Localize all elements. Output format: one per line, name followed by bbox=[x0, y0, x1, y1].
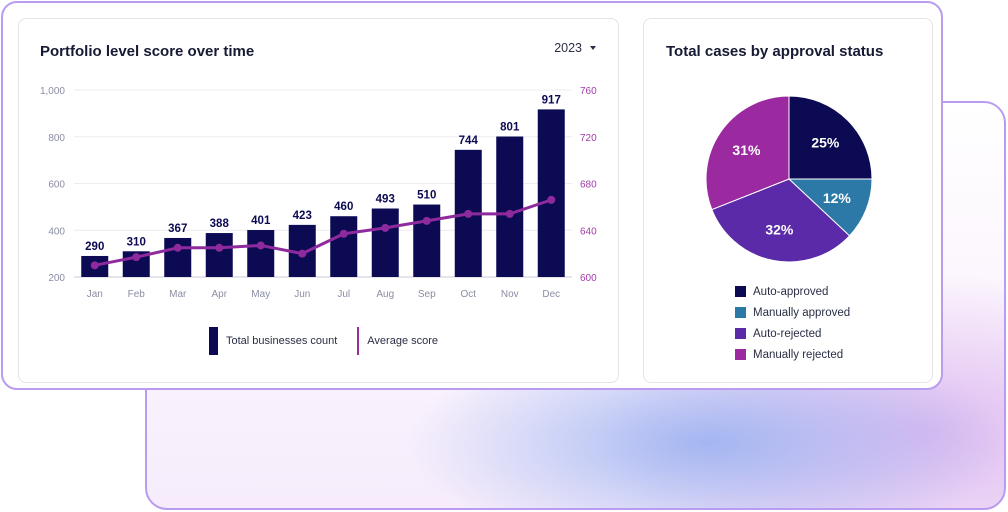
x-tick-label: Dec bbox=[542, 289, 560, 300]
y-tick-label-right: 760 bbox=[580, 86, 597, 97]
legend-swatch-bars bbox=[209, 327, 218, 355]
bar-value-label: 290 bbox=[85, 241, 104, 253]
pie-legend-swatch bbox=[735, 307, 746, 318]
bar-value-label: 388 bbox=[210, 218, 230, 230]
x-tick-label: Mar bbox=[169, 289, 187, 300]
x-tick-label: Jun bbox=[294, 289, 310, 300]
pie-legend-label: Auto-rejected bbox=[753, 327, 822, 340]
pie-container: 25% 12% 32% 31% bbox=[704, 94, 874, 264]
y-tick-label-right: 720 bbox=[580, 133, 597, 144]
y-tick-label-right: 640 bbox=[580, 226, 597, 237]
bar-value-label: 423 bbox=[293, 210, 312, 222]
bar-value-label: 310 bbox=[127, 236, 146, 248]
pie-legend-label: Manually approved bbox=[753, 306, 851, 319]
x-tick-label: Sep bbox=[418, 289, 436, 300]
pie-legend-label: Auto-approved bbox=[753, 285, 829, 298]
pie-legend-item: Auto-approved bbox=[735, 281, 850, 302]
pie-slice-label: 31% bbox=[732, 142, 761, 158]
bar bbox=[205, 233, 233, 277]
average-score-line bbox=[94, 198, 552, 267]
x-tick-label: Jan bbox=[87, 289, 103, 300]
bar-value-label: 401 bbox=[251, 215, 271, 227]
average-score-point bbox=[547, 195, 556, 204]
average-score-point bbox=[256, 241, 265, 250]
x-tick-label: Nov bbox=[501, 289, 519, 300]
bar bbox=[413, 204, 441, 277]
chart-legend: Total businesses count Average score bbox=[209, 327, 438, 355]
average-score-point bbox=[132, 253, 141, 262]
bar-value-label: 367 bbox=[168, 223, 187, 235]
y-tick-label-right: 600 bbox=[580, 273, 597, 284]
bar bbox=[496, 136, 524, 277]
pie-legend-item: Manually rejected bbox=[735, 344, 850, 365]
x-tick-label: Aug bbox=[376, 289, 394, 300]
pie-slice bbox=[787, 178, 873, 237]
pie-slice bbox=[711, 178, 851, 263]
pie-slice bbox=[788, 95, 873, 180]
pie-legend-item: Auto-rejected bbox=[735, 323, 850, 344]
bar bbox=[330, 216, 358, 277]
bar-value-label: 493 bbox=[376, 194, 395, 206]
pie-legend-label: Manually rejected bbox=[753, 348, 844, 361]
legend-item-line: Average score bbox=[357, 327, 438, 355]
portfolio-score-title: Portfolio level score over time bbox=[40, 43, 255, 60]
average-score-point bbox=[505, 209, 514, 218]
y-tick-label-left: 600 bbox=[48, 180, 65, 191]
y-tick-label-right: 680 bbox=[580, 180, 597, 191]
average-score-point bbox=[173, 243, 182, 252]
year-select[interactable]: 2023 bbox=[554, 41, 596, 55]
legend-label-bars: Total businesses count bbox=[226, 335, 338, 347]
average-score-point bbox=[90, 261, 99, 270]
bar bbox=[247, 230, 275, 277]
pie-legend-swatch bbox=[735, 328, 746, 339]
bar-value-label: 460 bbox=[334, 201, 353, 213]
average-score-point bbox=[339, 229, 348, 238]
pie-legend-swatch bbox=[735, 349, 746, 360]
dashboard-frame: Portfolio level score over time 2023 1,0… bbox=[1, 1, 943, 390]
bar-value-label: 801 bbox=[500, 122, 520, 134]
y-tick-label-left: 800 bbox=[48, 133, 65, 144]
portfolio-score-card: Portfolio level score over time 2023 1,0… bbox=[18, 18, 619, 383]
average-score-point bbox=[464, 209, 473, 218]
approval-pie-chart: 25% 12% 32% 31% bbox=[705, 95, 873, 263]
bar-value-label: 510 bbox=[417, 190, 436, 202]
approval-status-card: Total cases by approval status 25% 12% 32%… bbox=[643, 18, 933, 383]
approval-status-title: Total cases by approval status bbox=[666, 43, 884, 60]
chevron-down-icon bbox=[590, 46, 596, 50]
pie-legend-swatch bbox=[735, 286, 746, 297]
average-score-point bbox=[422, 216, 431, 225]
x-tick-label: Oct bbox=[460, 289, 476, 300]
average-score-point bbox=[381, 223, 390, 232]
pie-slice-label: 32% bbox=[765, 222, 794, 238]
bar-value-label: 744 bbox=[459, 135, 479, 147]
x-tick-label: Apr bbox=[211, 289, 227, 300]
pie-slice-label: 12% bbox=[823, 190, 852, 206]
average-score-point bbox=[215, 243, 224, 252]
legend-swatch-line bbox=[357, 327, 360, 355]
pie-slice bbox=[705, 95, 790, 211]
legend-item-bars: Total businesses count bbox=[209, 327, 337, 355]
bar-value-label: 917 bbox=[542, 94, 561, 106]
bar bbox=[371, 208, 399, 277]
pie-legend: Auto-approved Manually approved Auto-rej… bbox=[735, 281, 850, 365]
grid-lines bbox=[74, 89, 572, 278]
average-score-point bbox=[298, 249, 307, 258]
y-tick-label-left: 1,000 bbox=[40, 86, 65, 97]
y-tick-label-left: 200 bbox=[48, 273, 65, 284]
portfolio-combo-chart: 1,000 800 600 400 200 760 720 680 640 600 290 Jan 31… bbox=[40, 86, 597, 300]
x-tick-label: Feb bbox=[128, 289, 146, 300]
pie-slice-label: 25% bbox=[811, 135, 840, 151]
bar bbox=[537, 109, 565, 278]
pie-legend-item: Manually approved bbox=[735, 302, 850, 323]
year-select-value: 2023 bbox=[554, 41, 582, 55]
x-tick-label: Jul bbox=[337, 289, 350, 300]
x-tick-label: May bbox=[251, 289, 270, 300]
y-tick-label-left: 400 bbox=[48, 226, 65, 237]
legend-label-line: Average score bbox=[367, 335, 439, 347]
